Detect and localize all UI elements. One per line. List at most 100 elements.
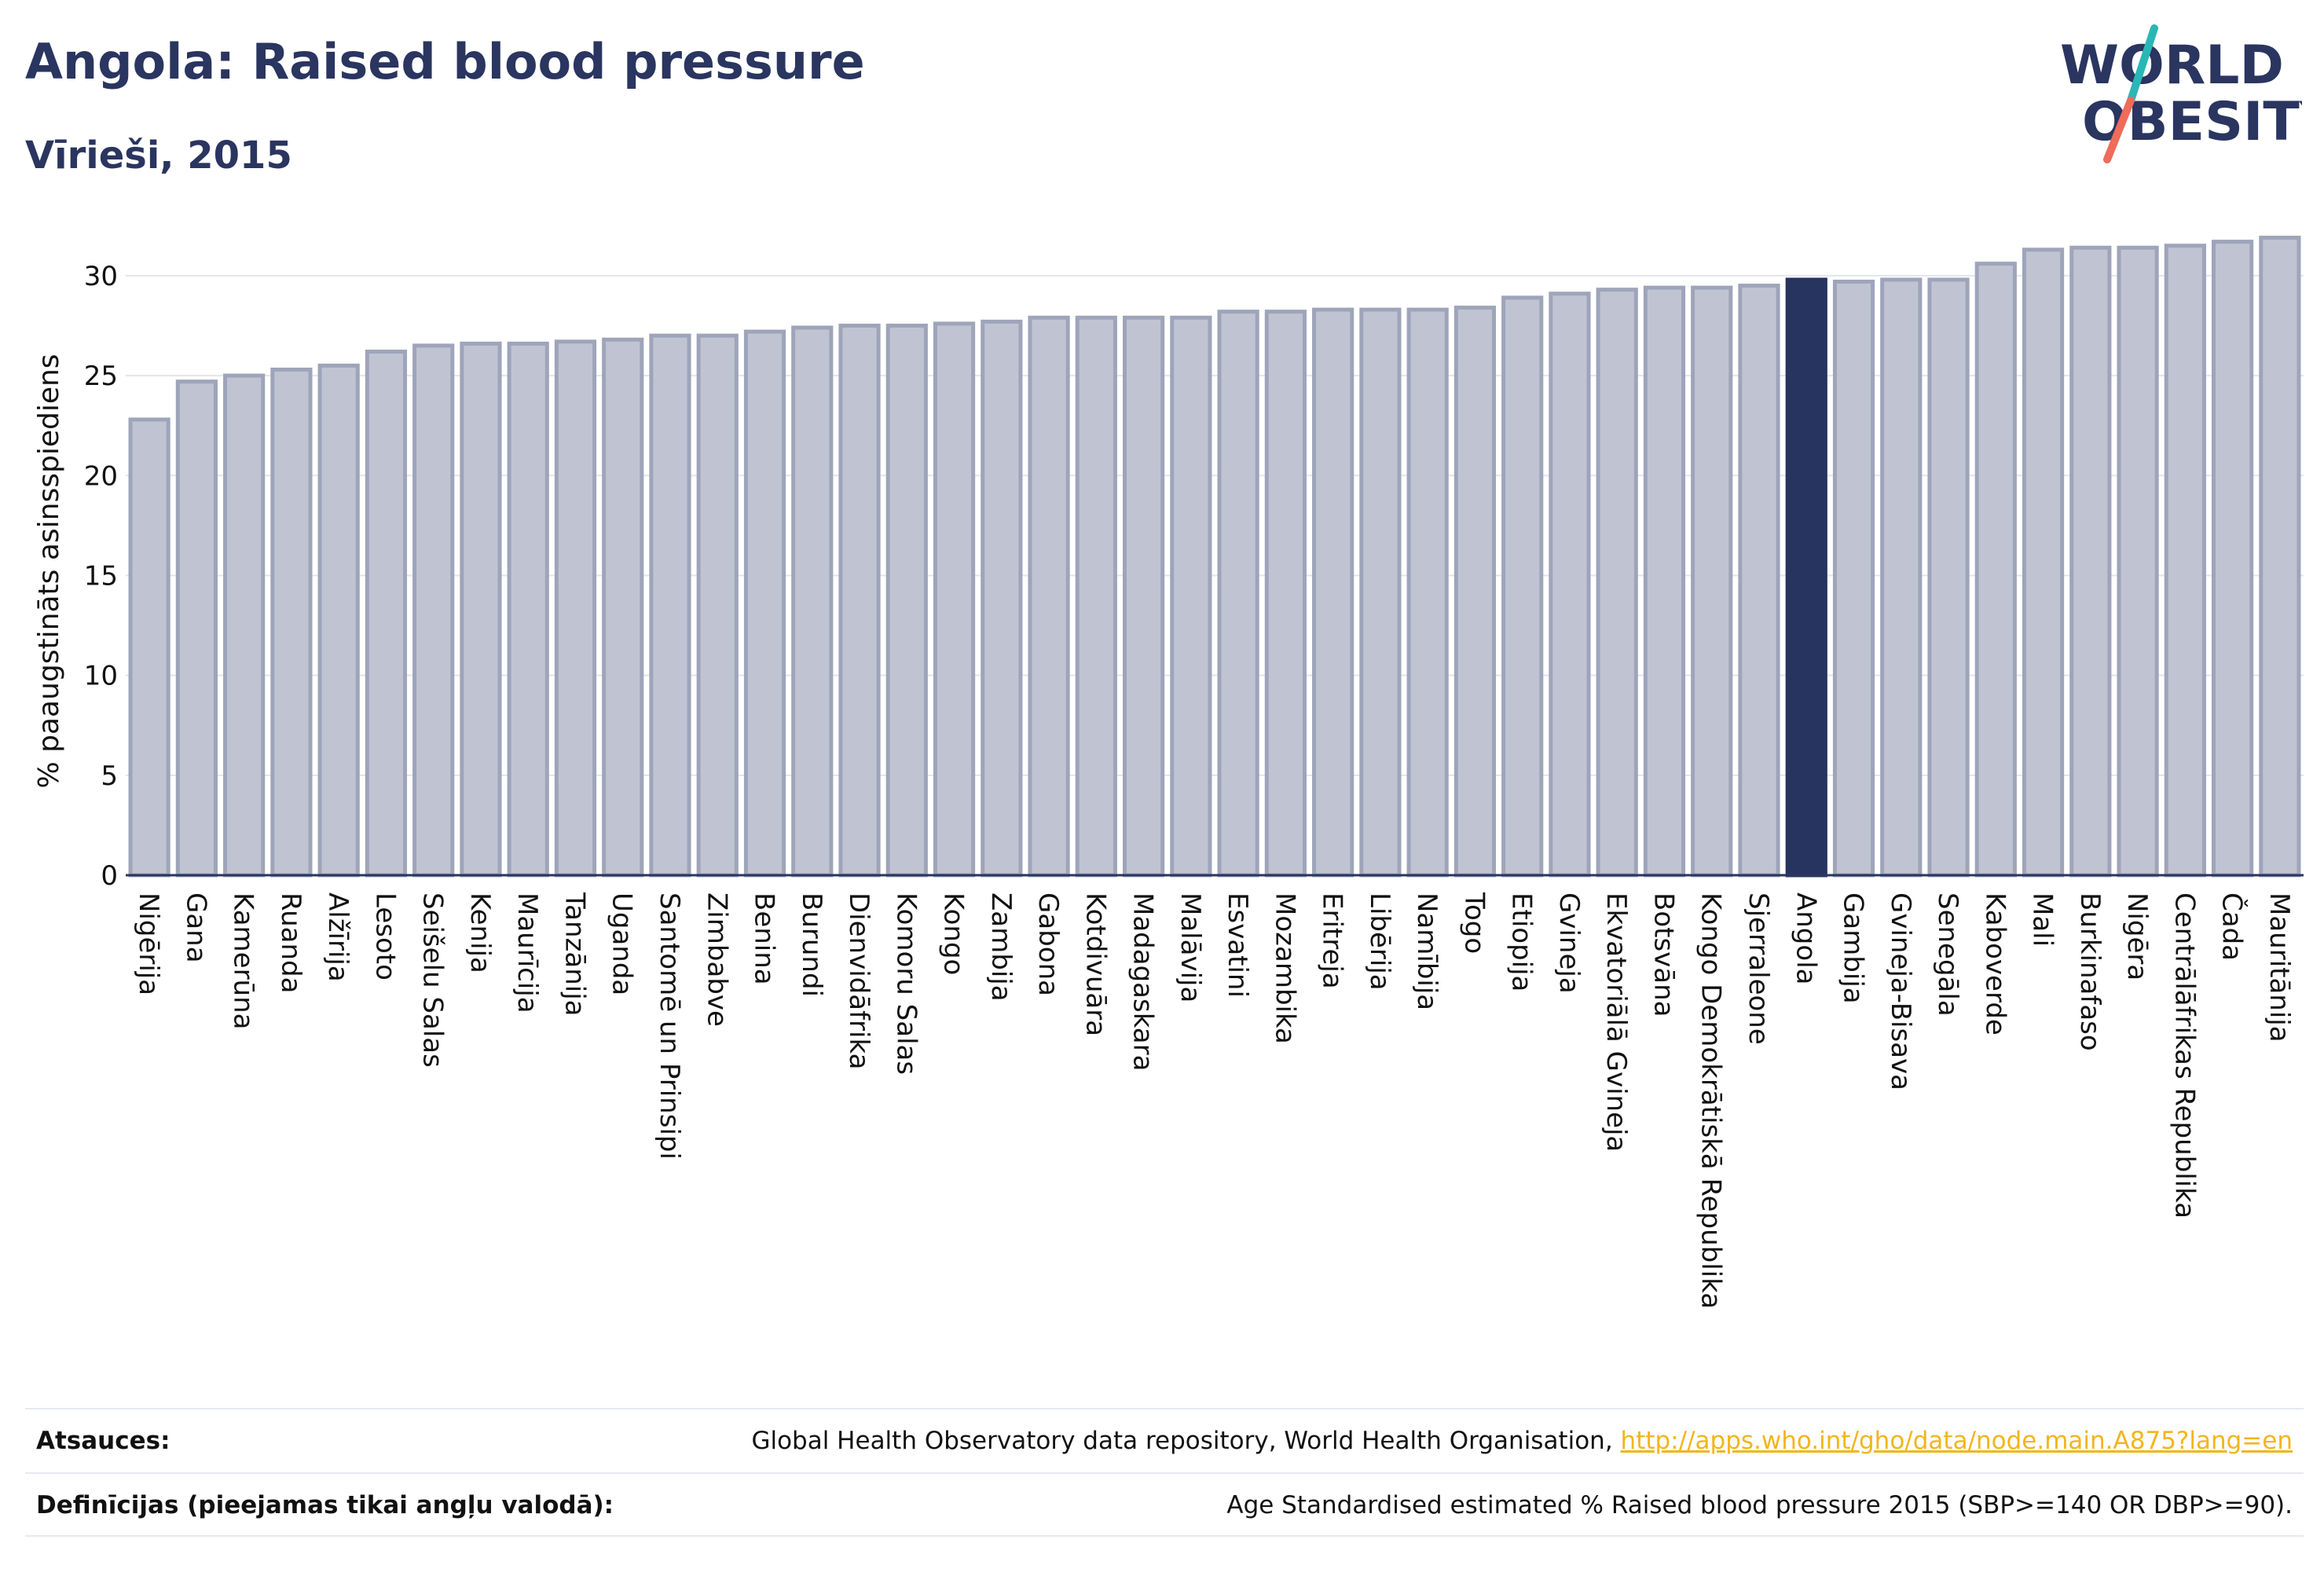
x-axis-labels: Nigērija Gana Kamerūna Ruanda Alžīrija Lesoto… (133, 892, 2295, 1309)
bar (743, 329, 786, 878)
sources-link[interactable]: http://apps.who.int/gho/data/node.main.A… (1620, 1427, 2293, 1455)
footer-divider-top (25, 1408, 2304, 1409)
x-tick-label: Alžīrija (322, 892, 354, 982)
bar (365, 350, 408, 878)
x-tick-label: Čada (2216, 892, 2249, 961)
x-tick-label: Namībija (1411, 892, 1442, 1010)
x-tick-label: Mali (2027, 892, 2058, 947)
x-tick-label: Burundi (796, 892, 827, 997)
bar (2259, 236, 2301, 878)
world-obesity-logo: WORLD OBESITY (2060, 24, 2302, 163)
x-tick-label: Lesoto (369, 892, 401, 980)
bar (554, 339, 597, 878)
bar (1217, 310, 1259, 878)
x-tick-label: Etiopija (1506, 892, 1538, 991)
footer-divider-middle (25, 1472, 2304, 1474)
bar (933, 321, 976, 878)
bar (317, 363, 360, 878)
bar (1075, 315, 1117, 878)
y-axis-ticks: 0 5 10 15 20 25 30 (84, 261, 118, 892)
bar (1549, 291, 1591, 878)
sources-label: Atsauces: (36, 1427, 170, 1455)
y-tick-label: 0 (101, 860, 118, 892)
y-tick-label: 10 (84, 661, 118, 692)
x-tick-label: Gvineja-Bisava (1885, 892, 1916, 1090)
y-tick-label: 15 (84, 560, 118, 592)
bar-chart: 0 5 10 15 20 25 30 Nigērija Gana Kamerūna Ruanda A… (33, 236, 2304, 1309)
bar (460, 341, 502, 878)
bar (507, 341, 549, 878)
bar (1643, 285, 1686, 878)
x-tick-label: Esvatini (1222, 892, 1253, 998)
x-tick-label: Zambija (985, 892, 1017, 1002)
x-tick-label: Togo (1458, 892, 1490, 954)
x-tick-label: Burkinafaso (2074, 892, 2106, 1051)
x-tick-label: Kongo Demokrātiskā Republika (1695, 892, 1727, 1309)
bar (2022, 247, 2065, 878)
x-tick-label: Centrālāfrikas Republika (2168, 892, 2200, 1219)
bar (128, 417, 170, 878)
x-tick-label: Dienvidāfrika (843, 892, 874, 1069)
logo-text-world: WORLD (2060, 35, 2284, 97)
bar (1691, 285, 1733, 878)
bar (223, 373, 266, 878)
bar (838, 323, 881, 878)
x-tick-label: Nigēra (2121, 892, 2153, 980)
bar (696, 333, 739, 878)
bar (885, 323, 928, 878)
bar (175, 379, 218, 878)
x-tick-label: Maurīcija (511, 892, 543, 1013)
footer-divider-bottom (25, 1535, 2304, 1537)
x-tick-label: Kongo (938, 892, 970, 975)
bar (1927, 277, 1970, 878)
sources-text: Global Health Observatory data repositor… (751, 1427, 1621, 1455)
bar (2069, 245, 2112, 878)
bar (791, 325, 834, 878)
bar (2164, 244, 2206, 878)
bar (1596, 288, 1638, 878)
bar (1501, 295, 1544, 878)
page-title: Angola: Raised blood pressure (25, 33, 865, 90)
logo-slash-teal (2127, 24, 2158, 104)
y-tick-label: 25 (84, 361, 118, 392)
y-tick-label: 20 (84, 460, 118, 492)
x-tick-label: Benina (749, 892, 780, 985)
x-tick-label: Seišelu Salas (417, 892, 449, 1068)
bar (1738, 284, 1780, 878)
y-axis-label: % paaugstināts asinsspiediens (33, 354, 65, 788)
x-tick-label: Angola (1790, 892, 1821, 984)
x-tick-label: Senegāla (1932, 892, 1963, 1017)
x-tick-label: Komoru Salas (890, 892, 922, 1075)
bar-highlighted (1785, 277, 1827, 878)
definitions-label: Definīcijas (pieejamas tikai angļu valod… (36, 1491, 614, 1519)
y-tick-label: 5 (101, 761, 118, 792)
x-tick-label: Ekvatoriālā Gvineja (1600, 892, 1632, 1152)
sources-value: Global Health Observatory data repositor… (751, 1427, 2293, 1455)
x-tick-label: Ruanda (275, 892, 306, 993)
x-tick-label: Malāvija (1175, 892, 1206, 1002)
x-tick-label: Nigērija (133, 892, 164, 995)
page-subtitle: Vīrieši, 2015 (25, 134, 292, 178)
x-tick-label: Santomē un Prinsipi (654, 892, 685, 1160)
bar (602, 337, 644, 878)
logo-slash-coral (2103, 97, 2135, 163)
x-tick-label: Kaboverde (1979, 892, 2011, 1035)
x-tick-label: Gvineja (1553, 892, 1585, 994)
bar (412, 343, 455, 878)
x-tick-label: Uganda (607, 892, 638, 995)
bar (1170, 315, 1212, 878)
bar (1312, 307, 1354, 878)
bar (1359, 307, 1402, 878)
x-tick-label: Zimbabve (701, 892, 732, 1027)
bar (1264, 310, 1307, 878)
y-tick-label: 30 (84, 261, 118, 292)
x-tick-label: Kotdivuāra (1080, 892, 1111, 1036)
x-tick-label: Tanzānija (559, 892, 590, 1016)
bar (1832, 280, 1875, 878)
x-tick-label: Gambija (1838, 892, 1869, 1004)
x-tick-label: Eritreja (1317, 892, 1348, 989)
bar (981, 319, 1023, 878)
x-tick-label: Mozambika (1269, 892, 1300, 1044)
x-tick-label: Gana (180, 892, 211, 963)
bars (128, 236, 2301, 878)
